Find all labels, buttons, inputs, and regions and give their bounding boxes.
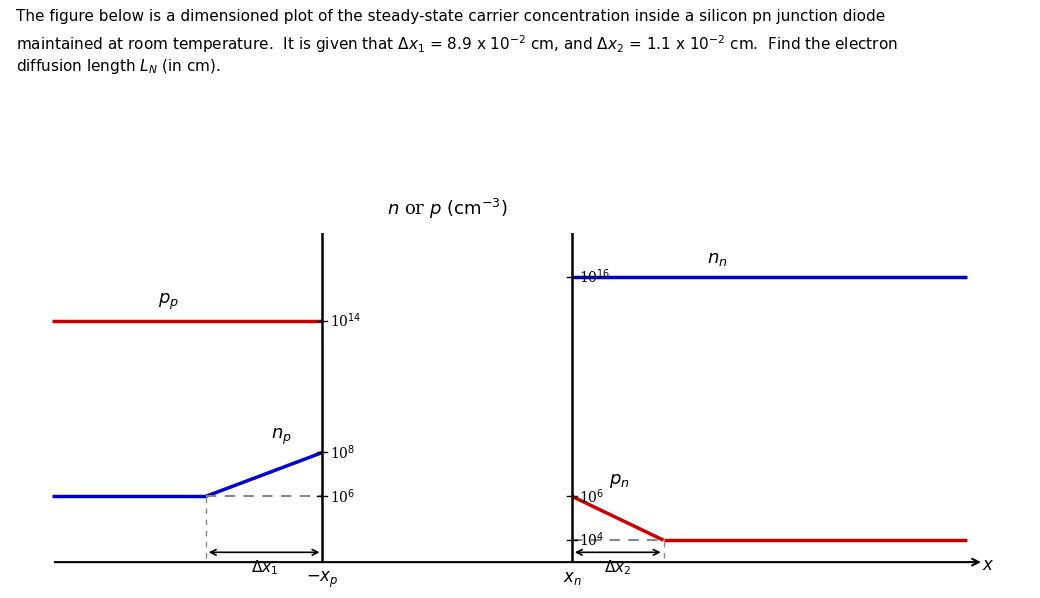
Text: 10$^{14}$: 10$^{14}$ bbox=[330, 312, 362, 330]
Text: $n_p$: $n_p$ bbox=[271, 427, 292, 447]
Text: $\Delta x_2$: $\Delta x_2$ bbox=[604, 558, 631, 576]
Text: $n_n$: $n_n$ bbox=[707, 251, 728, 269]
Text: 10$^{16}$: 10$^{16}$ bbox=[579, 268, 610, 286]
Text: 10$^{6}$: 10$^{6}$ bbox=[579, 487, 605, 506]
Text: $x_n$: $x_n$ bbox=[563, 570, 581, 587]
Text: diffusion length $L_N$ (in cm).: diffusion length $L_N$ (in cm). bbox=[16, 57, 220, 76]
Text: $n$ or $p$ $\rm{(cm^{-3})}$: $n$ or $p$ $\rm{(cm^{-3})}$ bbox=[387, 197, 508, 221]
Text: $p_n$: $p_n$ bbox=[609, 472, 630, 490]
Text: 10$^{4}$: 10$^{4}$ bbox=[579, 531, 605, 550]
Text: $x$: $x$ bbox=[982, 557, 994, 574]
Text: 10$^{8}$: 10$^{8}$ bbox=[330, 443, 356, 462]
Text: maintained at room temperature.  It is given that $\Delta x_1$ = 8.9 x 10$^{-2}$: maintained at room temperature. It is gi… bbox=[16, 33, 898, 54]
Text: $p_p$: $p_p$ bbox=[158, 292, 179, 312]
Text: $\Delta x_1$: $\Delta x_1$ bbox=[251, 558, 278, 576]
Text: 10$^{6}$: 10$^{6}$ bbox=[330, 487, 356, 506]
Text: $-x_p$: $-x_p$ bbox=[306, 570, 339, 590]
Text: The figure below is a dimensioned plot of the steady-state carrier concentration: The figure below is a dimensioned plot o… bbox=[16, 9, 885, 24]
